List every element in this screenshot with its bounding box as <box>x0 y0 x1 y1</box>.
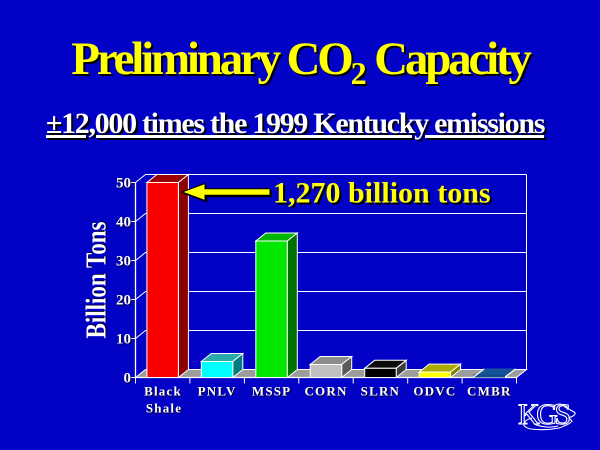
svg-text:CORN: CORN <box>304 384 347 399</box>
svg-text:SLRN: SLRN <box>361 384 400 399</box>
svg-text:ODVC: ODVC <box>413 384 456 399</box>
svg-text:40: 40 <box>116 215 131 231</box>
svg-text:Billion Tons: Billion Tons <box>80 222 112 339</box>
svg-text:0: 0 <box>124 371 132 387</box>
svg-text:Shale: Shale <box>146 401 182 416</box>
svg-text:KGS: KGS <box>518 398 570 431</box>
svg-text:CMBR: CMBR <box>467 384 512 399</box>
svg-text:30: 30 <box>116 254 131 270</box>
svg-text:10: 10 <box>116 332 131 348</box>
svg-text:PNLV: PNLV <box>198 384 237 399</box>
svg-text:Black: Black <box>144 384 182 399</box>
svg-text:1,270 billion tons: 1,270 billion tons <box>273 177 491 210</box>
svg-text:20: 20 <box>116 293 131 309</box>
svg-text:50: 50 <box>116 176 131 192</box>
svg-text:MSSP: MSSP <box>252 384 291 399</box>
